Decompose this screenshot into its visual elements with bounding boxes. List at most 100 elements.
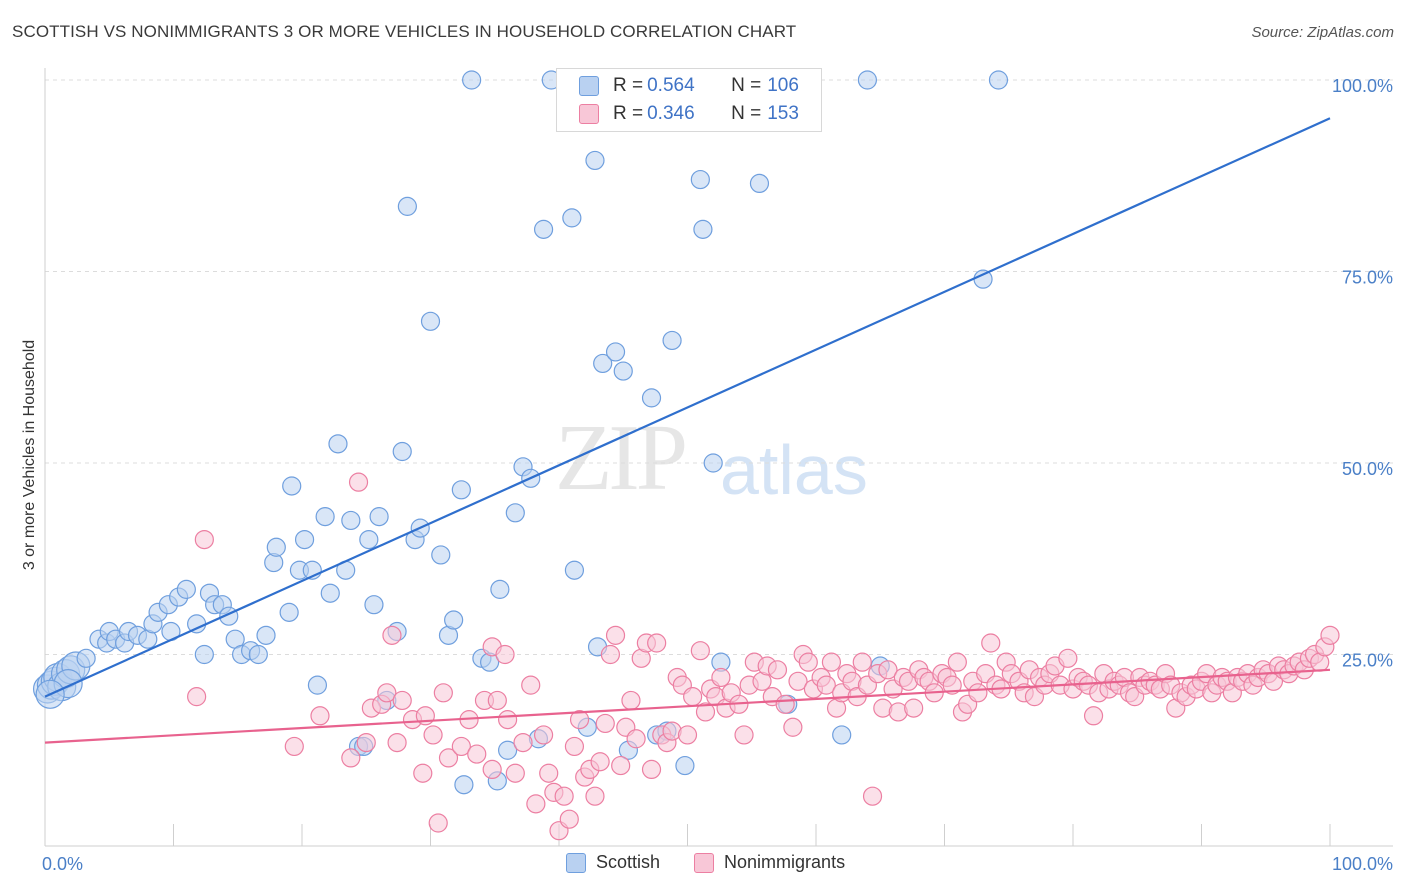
nonimmigrant-point <box>382 625 402 645</box>
scottish-point <box>359 529 379 550</box>
nonimmigrant-point <box>783 717 803 737</box>
scottish-point <box>397 196 417 216</box>
legend-swatch-scottish <box>566 852 586 873</box>
nonimmigrant-point <box>683 687 703 707</box>
nonimmigrant-point <box>487 690 507 711</box>
scottish-point <box>266 537 286 557</box>
nonimmigrant-point <box>498 710 518 730</box>
scottish-point <box>505 503 525 523</box>
scottish-point <box>294 529 315 550</box>
source-label: Source: ZipAtlas.com <box>1251 24 1394 41</box>
watermark-atlas: atlas <box>720 431 868 509</box>
nonimmigrant-point <box>423 725 443 745</box>
scottish-point <box>328 434 348 454</box>
chart-title: SCOTTISH VS NONIMMIGRANTS 3 OR MORE VEHI… <box>12 22 797 41</box>
nonimmigrant-point <box>611 755 631 776</box>
nonimmigrant-point <box>348 472 369 492</box>
nonimmigrant-point <box>677 725 698 745</box>
x-tick-label: 0.0% <box>42 854 83 874</box>
nonimmigrant-point <box>356 732 376 753</box>
nonimmigrant-point <box>564 736 585 757</box>
nonimmigrant-point <box>788 671 808 691</box>
scottish-point <box>454 775 474 795</box>
scottish-point <box>662 330 682 351</box>
nonimmigrant-point <box>947 652 967 672</box>
scottish-point <box>593 353 613 374</box>
nonimmigrant-point <box>981 633 1001 653</box>
scottish-point <box>641 388 662 408</box>
nonimmigrant-point <box>690 641 710 661</box>
nonimmigrant-point <box>377 683 397 703</box>
scottish-point <box>194 644 214 665</box>
nonimmigrant-point <box>428 813 448 833</box>
nonimmigrant-point <box>559 809 579 829</box>
scottish-point <box>749 173 770 194</box>
legend-label-scottish: Scottish <box>596 852 661 872</box>
nonimmigrant-point <box>647 633 667 653</box>
nonimmigrant-point <box>734 725 754 745</box>
nonimmigrant-point <box>194 529 214 550</box>
legend-item-nonimmigrants[interactable]: Nonimmigrants <box>694 852 845 873</box>
scottish-point <box>462 70 482 90</box>
y-tick-label: 100.0% <box>1332 76 1393 96</box>
nonimmigrant-point <box>521 675 541 695</box>
nonimmigrant-point <box>775 694 795 714</box>
scottish-point <box>364 595 384 615</box>
stats-r-value: 0.346 <box>647 103 695 124</box>
legend-swatch-nonimmigrants <box>694 852 715 873</box>
nonimmigrant-point <box>433 683 453 703</box>
nonimmigrant-point <box>695 702 716 722</box>
scottish-point <box>857 70 878 90</box>
scottish-point <box>369 507 389 527</box>
nonimmigrant-point <box>341 748 361 768</box>
nonimmigrant-point <box>554 786 574 806</box>
stats-n-label: N = <box>731 75 762 96</box>
stats-r-label: R = <box>613 75 644 96</box>
nonimmigrant-point <box>595 713 615 734</box>
nonimmigrant-point <box>816 675 836 695</box>
scottish-point <box>988 70 1009 90</box>
scottish-point <box>693 219 713 239</box>
nonimmigrant-point <box>878 660 898 680</box>
nonimmigrant-point <box>387 732 407 753</box>
nonimmigrant-point <box>798 652 818 672</box>
nonimmigrant-point <box>821 652 842 672</box>
nonimmigrant-point <box>392 690 412 711</box>
nonimmigrant-point <box>482 759 502 780</box>
nonimmigrant-point <box>1083 706 1104 726</box>
scottish-point <box>564 560 585 580</box>
y-tick-label: 25.0% <box>1342 651 1393 671</box>
scottish-point <box>562 208 582 228</box>
nonimmigrant-point <box>968 683 988 703</box>
scottish-point <box>256 625 276 645</box>
nonimmigrant-point <box>569 710 590 730</box>
scottish-point <box>451 480 471 500</box>
nonimmigrant-point <box>600 644 621 665</box>
scottish-point <box>392 441 412 462</box>
nonimmigrant-point <box>904 698 924 718</box>
nonimmigrant-point <box>467 744 487 764</box>
scottish-point <box>703 453 723 473</box>
stats-r-label: R = <box>613 103 644 124</box>
nonimmigrant-point <box>284 736 304 757</box>
scottish-point <box>279 602 299 622</box>
legend: Scottish Nonimmigrants <box>566 852 879 873</box>
nonimmigrant-point <box>451 736 471 757</box>
scottish-point <box>613 361 633 381</box>
scottish-trend-line <box>44 117 1331 698</box>
stats-n-value: 106 <box>767 75 799 96</box>
scottish-point <box>176 579 196 599</box>
nonimmigrant-point <box>641 759 662 780</box>
scottish-point <box>498 740 518 760</box>
legend-label-nonimmigrants: Nonimmigrants <box>724 852 846 872</box>
legend-item-scottish[interactable]: Scottish <box>566 852 660 873</box>
scottish-point <box>341 510 361 531</box>
nonimmigrant-point <box>533 725 554 745</box>
nonimmigrant-point <box>711 667 731 688</box>
scottish-point <box>444 610 464 630</box>
nonimmigrant-point <box>438 748 459 768</box>
nonimmigrant-point <box>626 729 646 749</box>
scottish-point <box>248 644 268 665</box>
nonimmigrant-point <box>310 706 330 726</box>
